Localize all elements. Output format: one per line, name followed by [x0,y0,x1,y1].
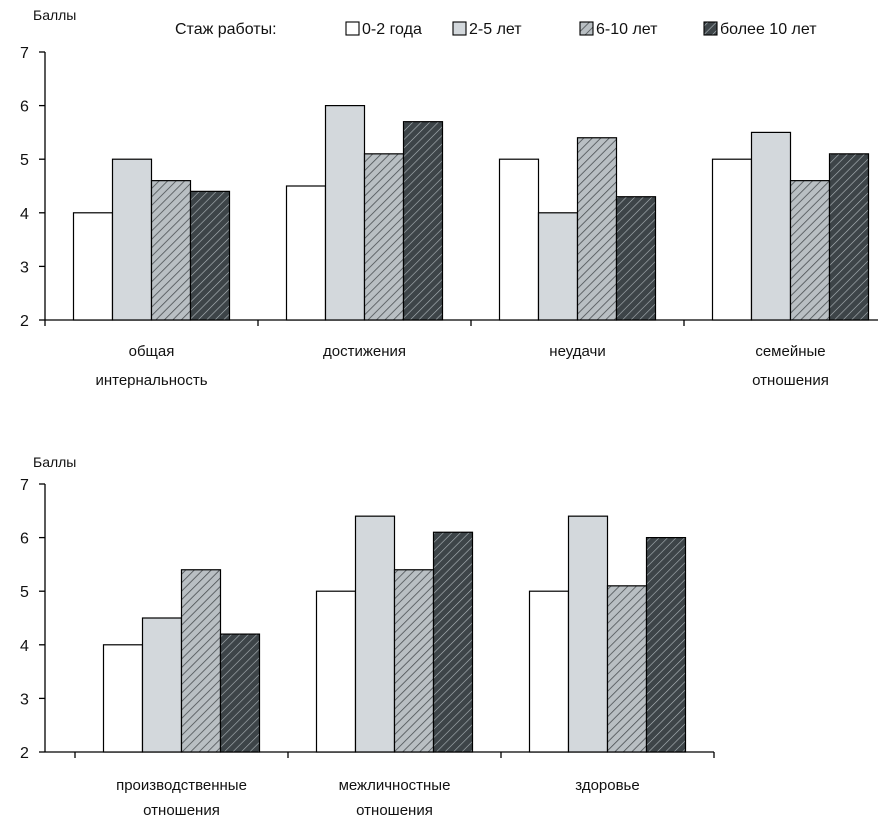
bar-3-cat-2 [363,153,405,321]
legend-swatch-1 [345,21,360,36]
y-tick-label: 5 [20,152,29,169]
bar-3-cat-1 [180,569,222,753]
bar-4-cat-1 [189,190,231,321]
legend-label-2: 2-5 лет [469,21,522,38]
x-category-label: отношения [356,802,433,819]
legend-label-4: более 10 лет [720,21,817,38]
bar-2-cat-1 [141,617,183,753]
bar-3-cat-2 [393,569,435,753]
x-category-label: межличностные [339,777,451,794]
x-category-label: отношения [752,372,829,389]
y-tick-label: 7 [20,45,29,62]
bar-4-cat-3 [645,536,687,753]
x-category-label: общая [129,343,175,360]
bar-1-cat-2 [285,185,327,321]
x-category-label: интернальность [95,372,207,389]
y-tick-label: 2 [20,745,29,762]
bar-4-cat-2 [402,121,444,321]
bar-1-cat-1 [72,212,114,321]
bar-2-cat-3 [567,515,609,753]
legend-swatch-4 [703,21,718,36]
bar-2-cat-3 [537,212,579,321]
bar-1-cat-3 [528,590,570,753]
bar-3-cat-3 [606,585,648,753]
legend-label-1: 0-2 года [362,21,422,38]
x-category-label: отношения [143,802,220,819]
bar-1-cat-3 [498,158,540,321]
y-tick-label: 4 [20,206,29,223]
y-tick-label: 6 [20,531,29,548]
bar-2-cat-4 [750,131,792,321]
legend-swatch-2 [452,21,467,36]
chart-2: Баллы 2 3 4 5 6 7 производственные отношения меж… [20,454,715,819]
y-tick-label: 6 [20,99,29,116]
y-tick-label: 3 [20,259,29,276]
bar-3-cat-4 [789,180,831,321]
y-tick-label: 3 [20,691,29,708]
x-category-label: здоровье [575,777,639,794]
bar-2-cat-2 [354,515,396,753]
bar-2-cat-1 [111,158,153,321]
chart-1: Баллы 2 3 4 5 6 7 общая интернальность достижени… [20,7,878,389]
bar-1-cat-2 [315,590,357,753]
bar-2-cat-2 [324,104,366,321]
chart-1-ylabel: Баллы [33,7,76,23]
legend: Стаж работы: 0-2 года 2-5 лет 6-10 лет боле… [175,21,817,38]
y-tick-label: 4 [20,638,29,655]
bar-1-cat-1 [102,644,144,753]
bar-4-cat-4 [828,153,870,321]
bar-4-cat-2 [432,531,474,753]
y-tick-label: 7 [20,477,29,494]
x-category-label: производственные [116,777,247,794]
legend-label-3: 6-10 лет [596,21,658,38]
y-tick-label: 2 [20,313,29,330]
chart-2-ylabel: Баллы [33,454,76,470]
x-category-label: неудачи [549,343,605,360]
bar-3-cat-1 [150,180,192,321]
x-category-label: семейные [755,343,825,360]
legend-title: Стаж работы: [175,21,277,38]
x-category-label: достижения [323,343,406,360]
legend-swatch-3 [579,21,594,36]
bar-3-cat-3 [576,137,618,321]
bar-4-cat-3 [615,196,657,321]
y-tick-label: 5 [20,584,29,601]
bar-4-cat-1 [219,633,261,753]
bar-1-cat-4 [711,158,753,321]
